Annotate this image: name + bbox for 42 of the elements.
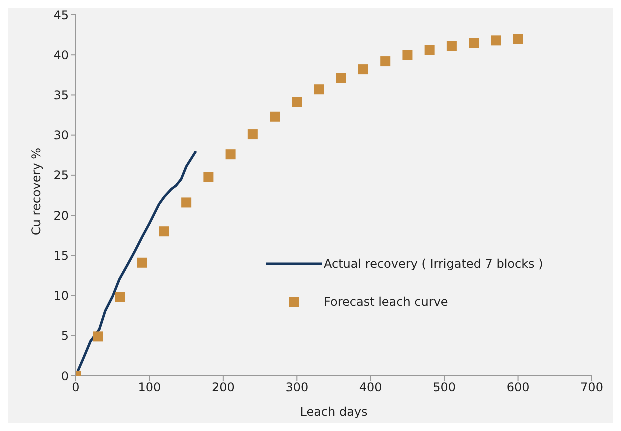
point <box>358 64 368 75</box>
y-tick-label: 0 <box>61 369 69 384</box>
point <box>115 292 126 302</box>
point <box>182 198 192 208</box>
x-tick-label: 400 <box>359 380 382 395</box>
x-tick-label: 0 <box>72 380 80 395</box>
x-tick-label: 700 <box>580 380 604 395</box>
y-axis-title: Cu recovery % <box>29 148 44 236</box>
legend-label: Forecast leach curve <box>324 295 448 309</box>
point <box>248 130 258 140</box>
point <box>204 172 214 182</box>
point <box>292 97 302 108</box>
y-tick-label: 25 <box>54 168 69 183</box>
y-tick-label: 20 <box>54 208 69 223</box>
x-tick-label: 300 <box>286 380 309 395</box>
x-tick-label: 500 <box>433 380 456 395</box>
point <box>137 258 148 268</box>
y-tick-label: 35 <box>54 88 69 102</box>
point <box>446 41 457 52</box>
y-tick-label: 10 <box>54 289 69 304</box>
point <box>336 73 346 84</box>
point <box>402 50 413 60</box>
y-tick-label: 45 <box>54 8 69 22</box>
point <box>380 56 391 67</box>
x-tick-label: 200 <box>212 380 235 395</box>
point <box>491 36 502 46</box>
x-tick-label: 100 <box>138 380 162 395</box>
point <box>314 84 324 95</box>
point <box>469 38 480 48</box>
point <box>226 150 236 160</box>
y-tick-label: 15 <box>54 248 69 263</box>
point <box>424 45 435 56</box>
y-tick-label: 30 <box>54 128 69 143</box>
x-axis-title: Leach days <box>300 405 368 419</box>
y-tick-label: 5 <box>61 329 69 344</box>
x-tick-label: 600 <box>506 380 530 395</box>
point <box>513 34 524 44</box>
point <box>159 226 170 237</box>
point <box>270 112 280 122</box>
legend-label: Actual recovery ( Irrigated 7 blocks ) <box>324 257 544 271</box>
point <box>93 332 104 342</box>
y-tick-label: 40 <box>54 48 69 62</box>
